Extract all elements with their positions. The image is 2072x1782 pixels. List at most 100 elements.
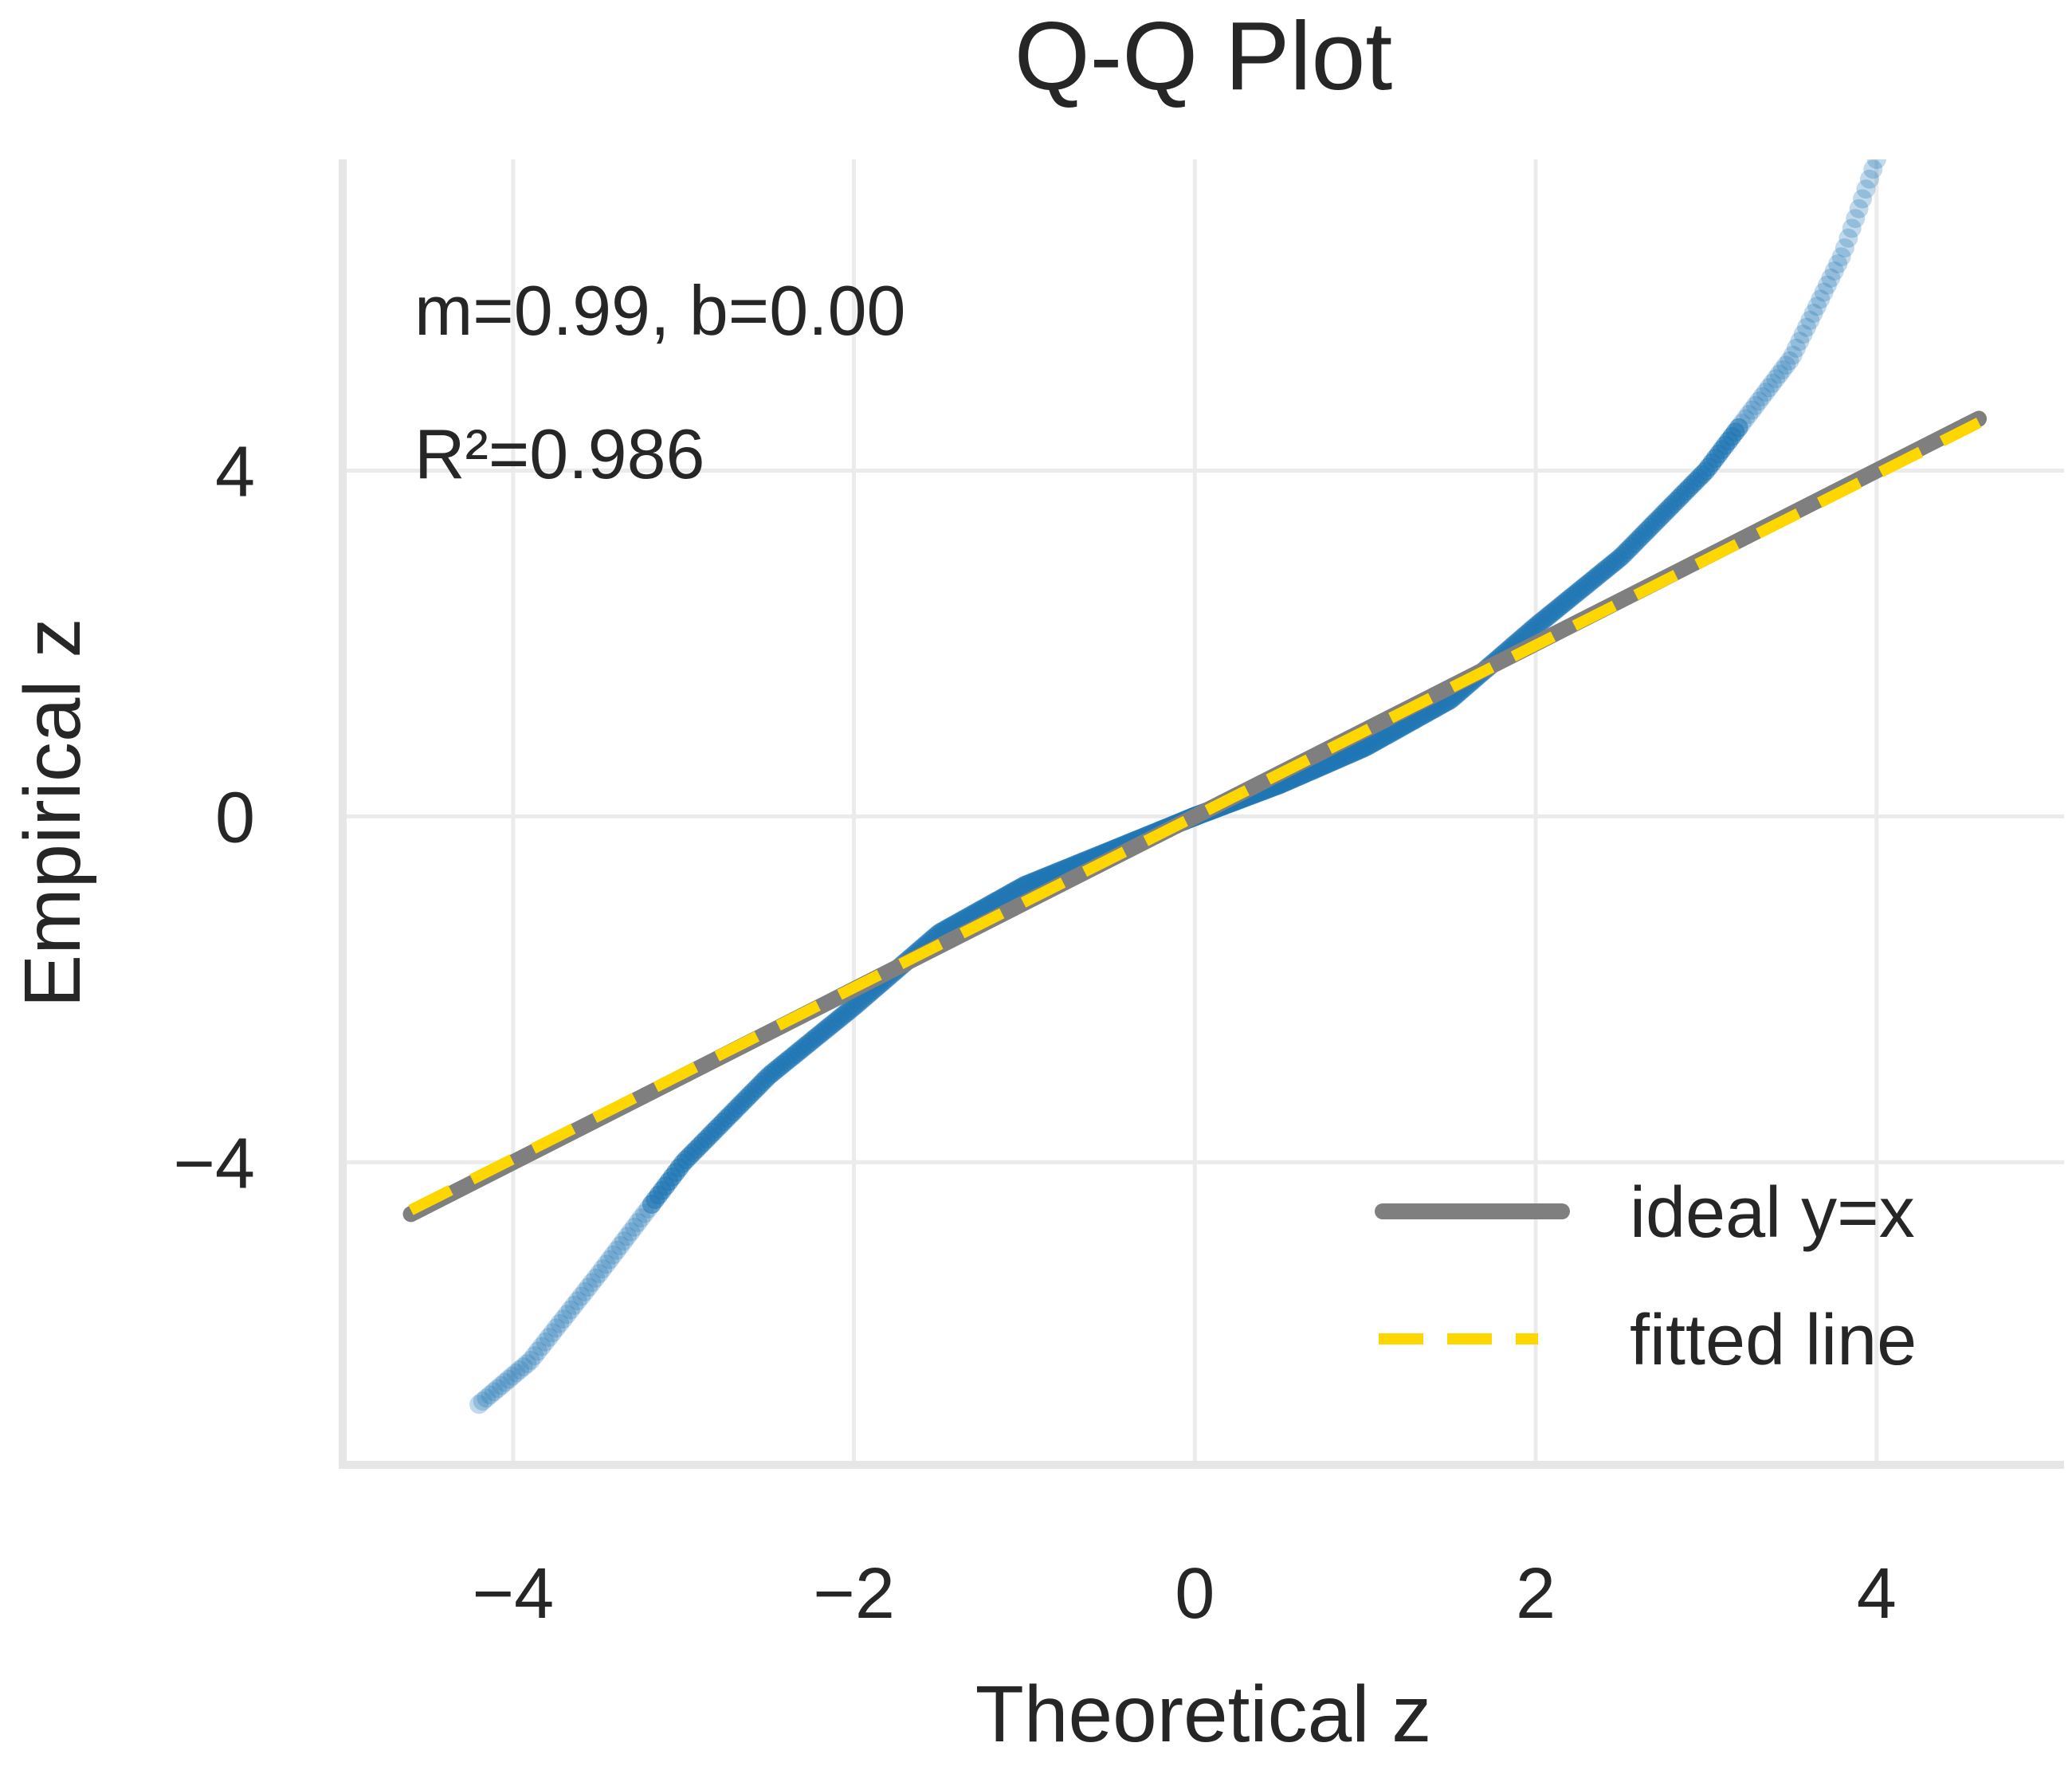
y-tick-label: −4 [173, 1124, 255, 1203]
sample-point [1846, 209, 1866, 229]
sample-point [575, 1282, 595, 1301]
sample-point [1756, 383, 1776, 402]
sample-point [600, 1250, 620, 1270]
sample-point [1800, 310, 1820, 330]
sample-point [1742, 400, 1762, 420]
sample-point [1769, 364, 1789, 384]
sample-point [484, 1382, 504, 1402]
fit-params-annotation: m=0.99, b=0.00 [414, 271, 905, 350]
sample-point [502, 1366, 522, 1386]
sample-point [1776, 355, 1796, 375]
sample-point [596, 1254, 616, 1274]
x-tick-label: 2 [1516, 1554, 1556, 1634]
sample-point [1766, 369, 1786, 389]
sample-point [492, 1376, 511, 1395]
sample-point [528, 1341, 547, 1361]
sample-point [586, 1268, 606, 1288]
sample-point [520, 1351, 540, 1370]
sample-point [1859, 169, 1879, 189]
sample-point [603, 1245, 623, 1265]
sample-point [524, 1346, 544, 1366]
sample-point [1818, 275, 1837, 295]
x-tick-label: 4 [1857, 1554, 1897, 1634]
sample-point [1863, 159, 1883, 179]
sample-point [506, 1363, 526, 1383]
sample-point [495, 1372, 515, 1392]
sample-point [1729, 418, 1748, 438]
sample-point [1821, 268, 1841, 288]
sample-point [1790, 332, 1810, 351]
sample-point [628, 1213, 648, 1232]
sample-point [517, 1354, 537, 1374]
sample-point [1732, 414, 1752, 434]
sample-point [557, 1305, 577, 1325]
sample-point [513, 1357, 533, 1377]
legend: ideal y=x fitted line [1375, 1173, 1917, 1380]
sample-point [536, 1332, 555, 1352]
sample-point [469, 1395, 489, 1415]
sample-point [1772, 360, 1792, 379]
sample-point [610, 1236, 630, 1255]
x-tick-label: −2 [813, 1554, 895, 1634]
sample-point [614, 1231, 634, 1251]
y-axis-label: Empirical z [8, 618, 97, 1008]
sample-point [1749, 391, 1768, 411]
sample-point [539, 1328, 559, 1348]
y-tick-label: 0 [215, 778, 255, 858]
sample-point [1849, 198, 1869, 218]
sample-point [582, 1273, 602, 1293]
sample-point [1807, 296, 1827, 316]
sample-point [618, 1227, 638, 1246]
sample-point [1831, 247, 1851, 267]
fitted-line [408, 418, 1982, 1215]
sample-point [1797, 317, 1816, 337]
sample-point [1866, 159, 1886, 169]
sample-point [550, 1313, 570, 1333]
legend-fitted-label: fitted line [1630, 1301, 1917, 1380]
sample-point [1853, 189, 1872, 209]
sample-point [631, 1208, 651, 1228]
sample-point [1793, 324, 1813, 344]
sample-point [1745, 395, 1765, 415]
sample-point [625, 1217, 644, 1237]
y-tick-label: 4 [215, 433, 255, 512]
sample-point [1780, 351, 1799, 371]
sample-point [473, 1391, 492, 1411]
sample-point [1783, 345, 1803, 365]
x-tick-label: −4 [473, 1554, 555, 1634]
sample-point [560, 1300, 580, 1320]
sample-point [1787, 338, 1806, 358]
sample-point [567, 1291, 587, 1311]
sample-point [546, 1318, 566, 1338]
sample-point [1839, 228, 1858, 248]
sample-point [1739, 405, 1759, 424]
sample-point [1811, 289, 1831, 309]
sample-point [481, 1385, 500, 1405]
sample-point [621, 1222, 641, 1242]
legend-ideal-label: ideal y=x [1630, 1173, 1915, 1253]
sample-point [1828, 254, 1848, 274]
sample-point [589, 1264, 609, 1284]
sample-point [488, 1379, 508, 1399]
sample-point [1814, 282, 1834, 302]
sample-point [593, 1259, 613, 1279]
sample-point [1759, 378, 1779, 398]
sample-point [579, 1278, 598, 1297]
y-tick-labels: −4 0 4 [173, 433, 255, 1204]
sample-point [571, 1286, 591, 1306]
chart-title: Q-Q Plot [1014, 2, 1393, 110]
sample-point [553, 1309, 573, 1329]
sample-point [1752, 387, 1772, 406]
sample-point [1736, 409, 1756, 429]
x-tick-label: 0 [1175, 1554, 1215, 1634]
sample-point [510, 1360, 530, 1380]
sample-point [1824, 261, 1844, 281]
sample-point [607, 1240, 626, 1260]
r-squared-annotation: R²=0.986 [414, 414, 704, 493]
sample-point [1803, 304, 1823, 324]
axes [339, 159, 2064, 1469]
sample-point [499, 1369, 519, 1389]
sample-point [532, 1336, 551, 1356]
x-tick-labels: −4 −2 0 2 4 [473, 1554, 1897, 1634]
